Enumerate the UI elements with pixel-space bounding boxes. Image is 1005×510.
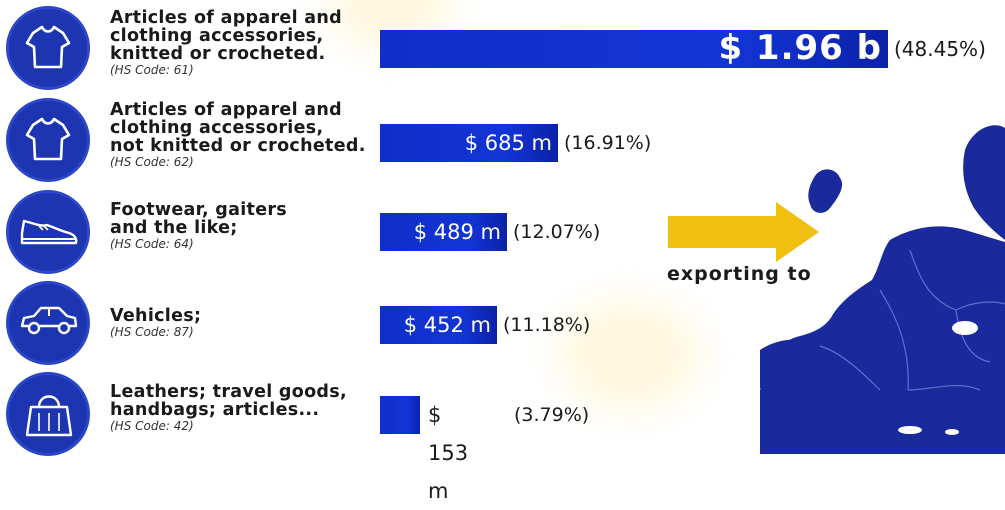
map-island: [808, 169, 843, 213]
category-label-line: Leathers; travel goods,: [110, 382, 347, 402]
category-label: Footwear, gaiters and the like; (HS Code: …: [110, 201, 287, 252]
category-label-line: knitted or crocheted.: [110, 44, 326, 64]
category-icon-circle: [6, 372, 90, 456]
hs-code-label: (HS Code: 62): [110, 155, 194, 169]
category-icon-circle: [6, 98, 90, 182]
map-iberia: [760, 339, 825, 396]
percent-label: (12.07%): [513, 221, 601, 243]
map-border: [955, 309, 991, 363]
percent-label: (11.18%): [503, 314, 591, 336]
map-border: [819, 345, 881, 391]
t-shirt-icon: [25, 117, 71, 161]
category-label: Leathers; travel goods, handbags; article…: [110, 383, 347, 434]
map-lake: [945, 429, 959, 435]
category-label: Vehicles; (HS Code: 87): [110, 307, 201, 340]
handbag-icon: [25, 395, 73, 437]
percent-label: (16.91%): [564, 132, 652, 154]
category-label-line: Articles of apparel and: [110, 100, 342, 120]
hs-code-label: (HS Code: 87): [110, 325, 194, 339]
category-icon-circle: [6, 6, 90, 90]
category-label-line: Vehicles;: [110, 306, 202, 326]
hs-code-label: (HS Code: 61): [110, 63, 194, 77]
category-label-line: and the like;: [110, 218, 238, 238]
europe-map: [760, 125, 1005, 454]
category-label-line: Footwear, gaiters: [110, 200, 288, 220]
category-icon-circle: [6, 190, 90, 274]
category-label: Articles of apparel and clothing accessor…: [110, 101, 366, 170]
hs-code-label: (HS Code: 42): [110, 419, 194, 433]
map-border: [907, 384, 981, 391]
category-label-line: Articles of apparel and: [110, 8, 342, 28]
value-bar: $ 1.96 b: [380, 30, 888, 68]
category-label: Articles of apparel and clothing accessor…: [110, 9, 342, 78]
shoe-icon: [20, 219, 78, 245]
map-lake: [952, 321, 978, 335]
map-lake: [898, 426, 922, 434]
value-bar: $ 153 m: [380, 396, 468, 503]
value-bar: $ 489 m: [380, 213, 507, 251]
value-label: $ 489 m: [413, 220, 501, 244]
map-scandinavia: [963, 125, 1005, 240]
category-label-line: not knitted or crocheted.: [110, 136, 366, 156]
value-label: $ 1.96 b: [718, 28, 882, 68]
percent-label: (3.79%): [514, 404, 590, 426]
value-bar: $ 452 m: [380, 306, 497, 344]
value-label: $ 452 m: [403, 313, 491, 337]
category-label-line: clothing accessories,: [110, 26, 324, 46]
hs-code-label: (HS Code: 64): [110, 237, 194, 251]
value-bar: $ 685 m: [380, 124, 558, 162]
car-icon: [20, 306, 78, 335]
map-border: [909, 249, 957, 311]
map-border: [879, 289, 909, 391]
value-label: $ 685 m: [464, 131, 552, 155]
category-label-line: handbags; articles...: [110, 400, 320, 420]
background-glow: [560, 300, 700, 410]
t-shirt-icon: [25, 25, 71, 69]
exporting-to-label: exporting to: [667, 263, 812, 285]
export-arrow-icon: [668, 202, 819, 262]
map-border: [955, 301, 1005, 311]
value-label: $ 153 m: [428, 403, 469, 503]
percent-label: (48.45%): [894, 37, 986, 61]
map-mainland: [760, 226, 1005, 454]
category-icon-circle: [6, 281, 90, 365]
category-label-line: clothing accessories,: [110, 118, 324, 138]
